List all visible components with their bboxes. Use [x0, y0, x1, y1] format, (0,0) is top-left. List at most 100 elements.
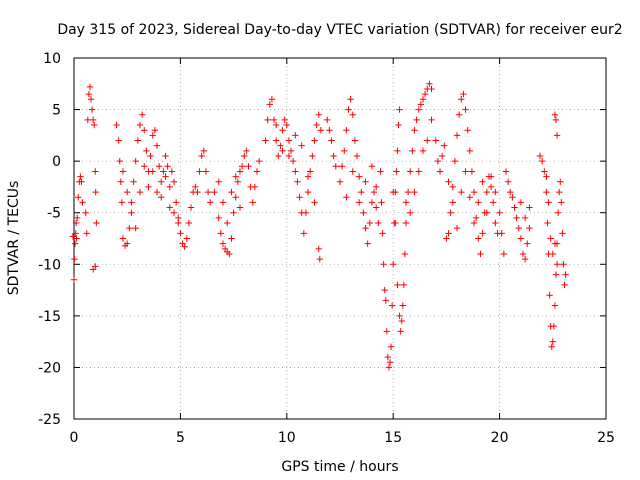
data-point [166, 183, 173, 191]
data-point [215, 214, 222, 222]
data-point [479, 178, 486, 185]
data-point [113, 121, 120, 129]
data-point [401, 250, 409, 258]
data-point [492, 219, 499, 227]
y-tick-label: 0 [52, 154, 61, 170]
data-point [490, 199, 497, 206]
grid-lines [74, 58, 606, 419]
data-point [419, 96, 427, 103]
data-point [349, 168, 356, 175]
data-point [509, 194, 516, 201]
data-point [498, 230, 505, 237]
data-point [228, 235, 235, 242]
data-point [217, 230, 225, 237]
data-point [332, 163, 339, 170]
data-point [415, 168, 422, 175]
data-point [279, 127, 286, 134]
data-point [453, 132, 461, 139]
data-point [548, 343, 555, 350]
data-point [245, 163, 252, 170]
data-point [462, 106, 469, 113]
data-point [181, 243, 188, 250]
data-point [132, 157, 139, 165]
data-point [324, 116, 331, 124]
data-point [561, 281, 568, 289]
data-point [130, 178, 137, 185]
data-point [353, 152, 361, 160]
data-point [347, 96, 354, 103]
y-tick-label: -25 [38, 412, 61, 428]
data-point [338, 163, 346, 170]
data-point [226, 250, 233, 258]
data-point [302, 209, 310, 216]
data-point [206, 199, 214, 206]
data-point [396, 106, 403, 113]
data-point [117, 178, 125, 185]
plot-area-border [73, 57, 607, 420]
data-point [538, 157, 546, 165]
data-point [379, 230, 386, 237]
data-point [388, 302, 396, 309]
data-point [147, 152, 154, 160]
data-point [136, 121, 144, 129]
data-point [394, 147, 401, 155]
data-point [399, 302, 406, 309]
data-point [526, 204, 533, 211]
data-point [445, 230, 452, 237]
data-point [160, 168, 167, 175]
data-point [128, 209, 135, 216]
data-point [413, 116, 420, 124]
data-point [462, 168, 469, 175]
y-tick-label: -10 [38, 257, 61, 273]
data-point [521, 255, 529, 263]
data-point [543, 173, 550, 180]
data-point [470, 219, 478, 227]
data-point [552, 116, 560, 124]
data-point [83, 230, 90, 237]
data-point [158, 194, 165, 201]
data-point [362, 224, 369, 232]
data-point [330, 152, 337, 160]
data-point [502, 168, 510, 175]
data-point [292, 132, 299, 139]
data-point [77, 173, 84, 180]
data-point [204, 188, 212, 196]
data-point [72, 219, 80, 227]
data-point [124, 188, 131, 196]
data-point [360, 209, 367, 216]
data-point [417, 101, 425, 108]
data-point [194, 188, 201, 196]
data-point [155, 163, 163, 170]
y-tick-label: 10 [43, 51, 61, 67]
data-point [368, 163, 376, 170]
data-point [395, 121, 402, 129]
data-point [177, 230, 184, 237]
data-point [521, 214, 529, 222]
data-point [372, 183, 380, 191]
data-point [377, 168, 384, 175]
data-point [164, 163, 171, 170]
data-point [264, 116, 271, 124]
y-axis-label: SDTVAR / TECUs [6, 181, 22, 296]
data-point [447, 209, 454, 216]
data-point [387, 343, 395, 350]
data-point [355, 199, 363, 206]
data-point [407, 209, 414, 216]
data-point [438, 152, 446, 160]
data-point [230, 209, 237, 216]
data-point [449, 199, 456, 206]
data-point [552, 271, 560, 278]
data-point [554, 209, 562, 216]
data-point [390, 261, 397, 268]
data-point [294, 178, 301, 185]
data-point [126, 224, 133, 232]
data-point [87, 96, 95, 103]
data-point [118, 199, 126, 206]
data-point [238, 163, 246, 170]
data-point [78, 178, 85, 185]
data-point [141, 127, 148, 134]
data-point [149, 168, 156, 175]
data-point [393, 168, 400, 175]
data-point [517, 235, 525, 242]
data-point [483, 209, 491, 216]
